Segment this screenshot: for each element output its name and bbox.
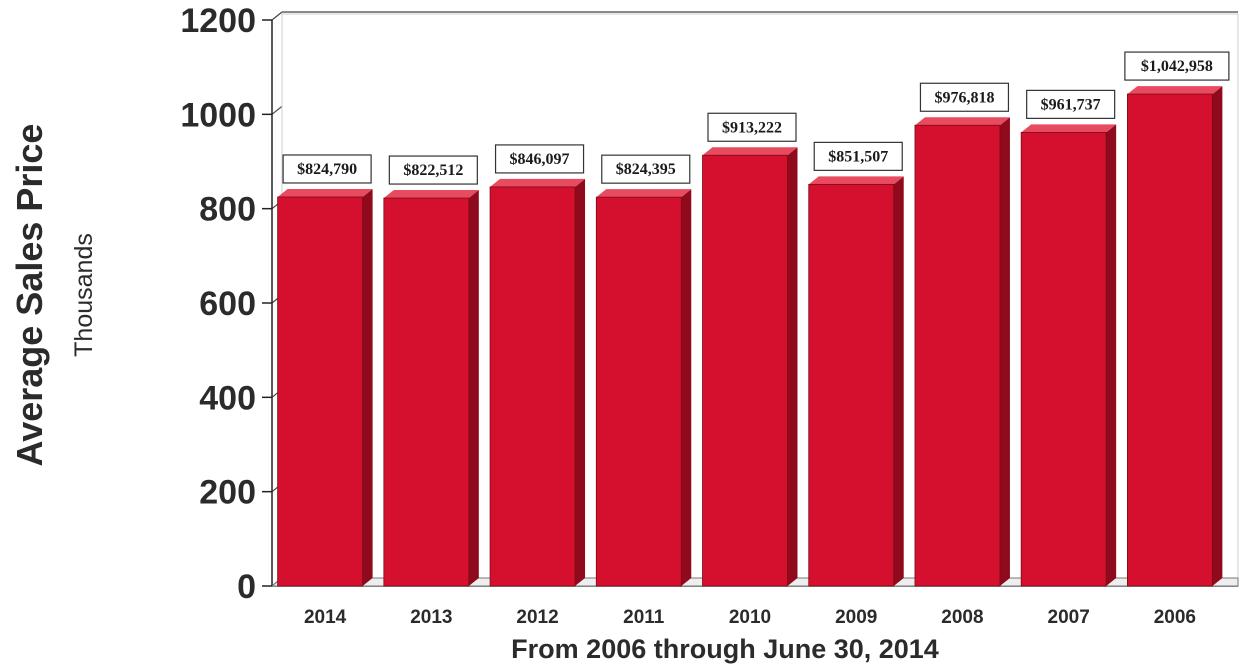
data-label-text: $824,395: [616, 161, 676, 178]
data-label-text: $851,507: [828, 148, 888, 165]
x-category-labels: 2014 2013 2012 2011 2010 2009 2008 2007 2006: [304, 607, 1196, 628]
data-label-box: [813, 141, 903, 171]
x-category-label: 2010: [729, 607, 771, 628]
x-category-label: 2014: [304, 607, 347, 628]
data-label: $913,222: [707, 112, 797, 142]
bar-top: [383, 190, 479, 199]
x-axis-title: From 2006 through June 30, 2014: [511, 634, 939, 664]
data-label: $824,790: [282, 154, 372, 184]
bar-top: [490, 178, 586, 187]
y-tick-label: 200: [199, 474, 256, 512]
data-label-text: $1,042,958: [1141, 58, 1213, 75]
bar-top: [1127, 86, 1223, 95]
y-tick-labels: 0 200 400 600 800 1000 1200: [180, 2, 272, 606]
bar-front: [702, 154, 788, 587]
data-label-text: $961,737: [1041, 96, 1101, 113]
data-label-text: $824,790: [297, 161, 357, 178]
data-label: $846,097: [494, 144, 585, 174]
bar-top: [914, 117, 1010, 126]
bar-front: [277, 196, 363, 587]
bar-top: [596, 189, 692, 198]
data-label-box: [919, 82, 1010, 112]
data-label: $824,395: [601, 154, 691, 184]
data-labels: $824,790 $822,512 $846,097 $824,395 $913,222…: [282, 51, 1230, 185]
bar-2009: [808, 176, 904, 587]
x-category-label: 2009: [835, 607, 877, 628]
bar-front: [1020, 131, 1107, 587]
bar-front: [808, 183, 895, 587]
bar-top: [277, 188, 373, 197]
data-label: $1,042,958: [1124, 51, 1230, 81]
bar-2011: [595, 189, 692, 587]
bar-2010: [702, 147, 798, 587]
data-label-text: $913,222: [722, 119, 782, 136]
bar-front: [1127, 93, 1213, 587]
x-category-label: 2006: [1154, 607, 1196, 628]
data-label-text: $976,818: [934, 89, 994, 106]
data-label-text: $822,512: [403, 162, 463, 179]
y-tick-label: 400: [199, 379, 256, 417]
bar-2012: [489, 178, 586, 587]
gridline-depth: [271, 105, 283, 115]
x-category-label: 2008: [941, 607, 983, 628]
bar-top: [702, 147, 798, 156]
bars: [277, 86, 1223, 587]
y-axis-subtitle: Thousands: [70, 233, 98, 357]
bar-side: [787, 147, 798, 587]
bar-front: [595, 196, 682, 587]
bar-side: [362, 188, 373, 586]
bar-2013: [383, 190, 479, 587]
bar-2006: [1127, 86, 1223, 587]
bar-side: [681, 189, 692, 587]
data-label-box: [601, 154, 691, 184]
data-label: $851,507: [813, 141, 903, 171]
bar-top: [1021, 124, 1117, 133]
bar-side: [1106, 124, 1117, 587]
y-tick-label: 1000: [180, 96, 256, 134]
gridline-depth: [271, 11, 283, 21]
data-label-box: [1124, 51, 1230, 81]
data-label-box: [494, 144, 585, 174]
y-tick-label: 800: [199, 191, 256, 229]
data-label: $822,512: [388, 155, 478, 185]
bar-front: [489, 186, 576, 587]
bar-2007: [1020, 124, 1117, 587]
bar-front: [383, 197, 470, 587]
x-category-label: 2011: [623, 607, 665, 628]
bar-side: [893, 176, 904, 586]
bar-side: [999, 117, 1010, 586]
bar-front: [914, 124, 1001, 587]
bar-2008: [914, 117, 1010, 587]
x-category-label: 2012: [516, 607, 558, 628]
bar-2014: [277, 188, 373, 587]
data-label: $976,818: [919, 82, 1010, 112]
data-label: $961,737: [1026, 89, 1116, 119]
bar-side: [1212, 86, 1223, 587]
y-axis-title: Average Sales Price: [9, 124, 50, 467]
bar-top: [808, 176, 904, 185]
data-label-box: [388, 155, 478, 185]
y-tick-label: 0: [237, 568, 256, 606]
data-label-box: [282, 154, 372, 184]
y-tick-label: 1200: [180, 2, 256, 40]
x-category-label: 2013: [410, 607, 452, 628]
bar-side: [468, 190, 479, 586]
bar-side: [575, 178, 586, 586]
y-tick-label: 600: [199, 285, 256, 323]
data-label-box: [1026, 89, 1116, 119]
x-category-label: 2007: [1048, 607, 1090, 628]
data-label-box: [707, 112, 797, 142]
data-label-text: $846,097: [510, 151, 570, 168]
